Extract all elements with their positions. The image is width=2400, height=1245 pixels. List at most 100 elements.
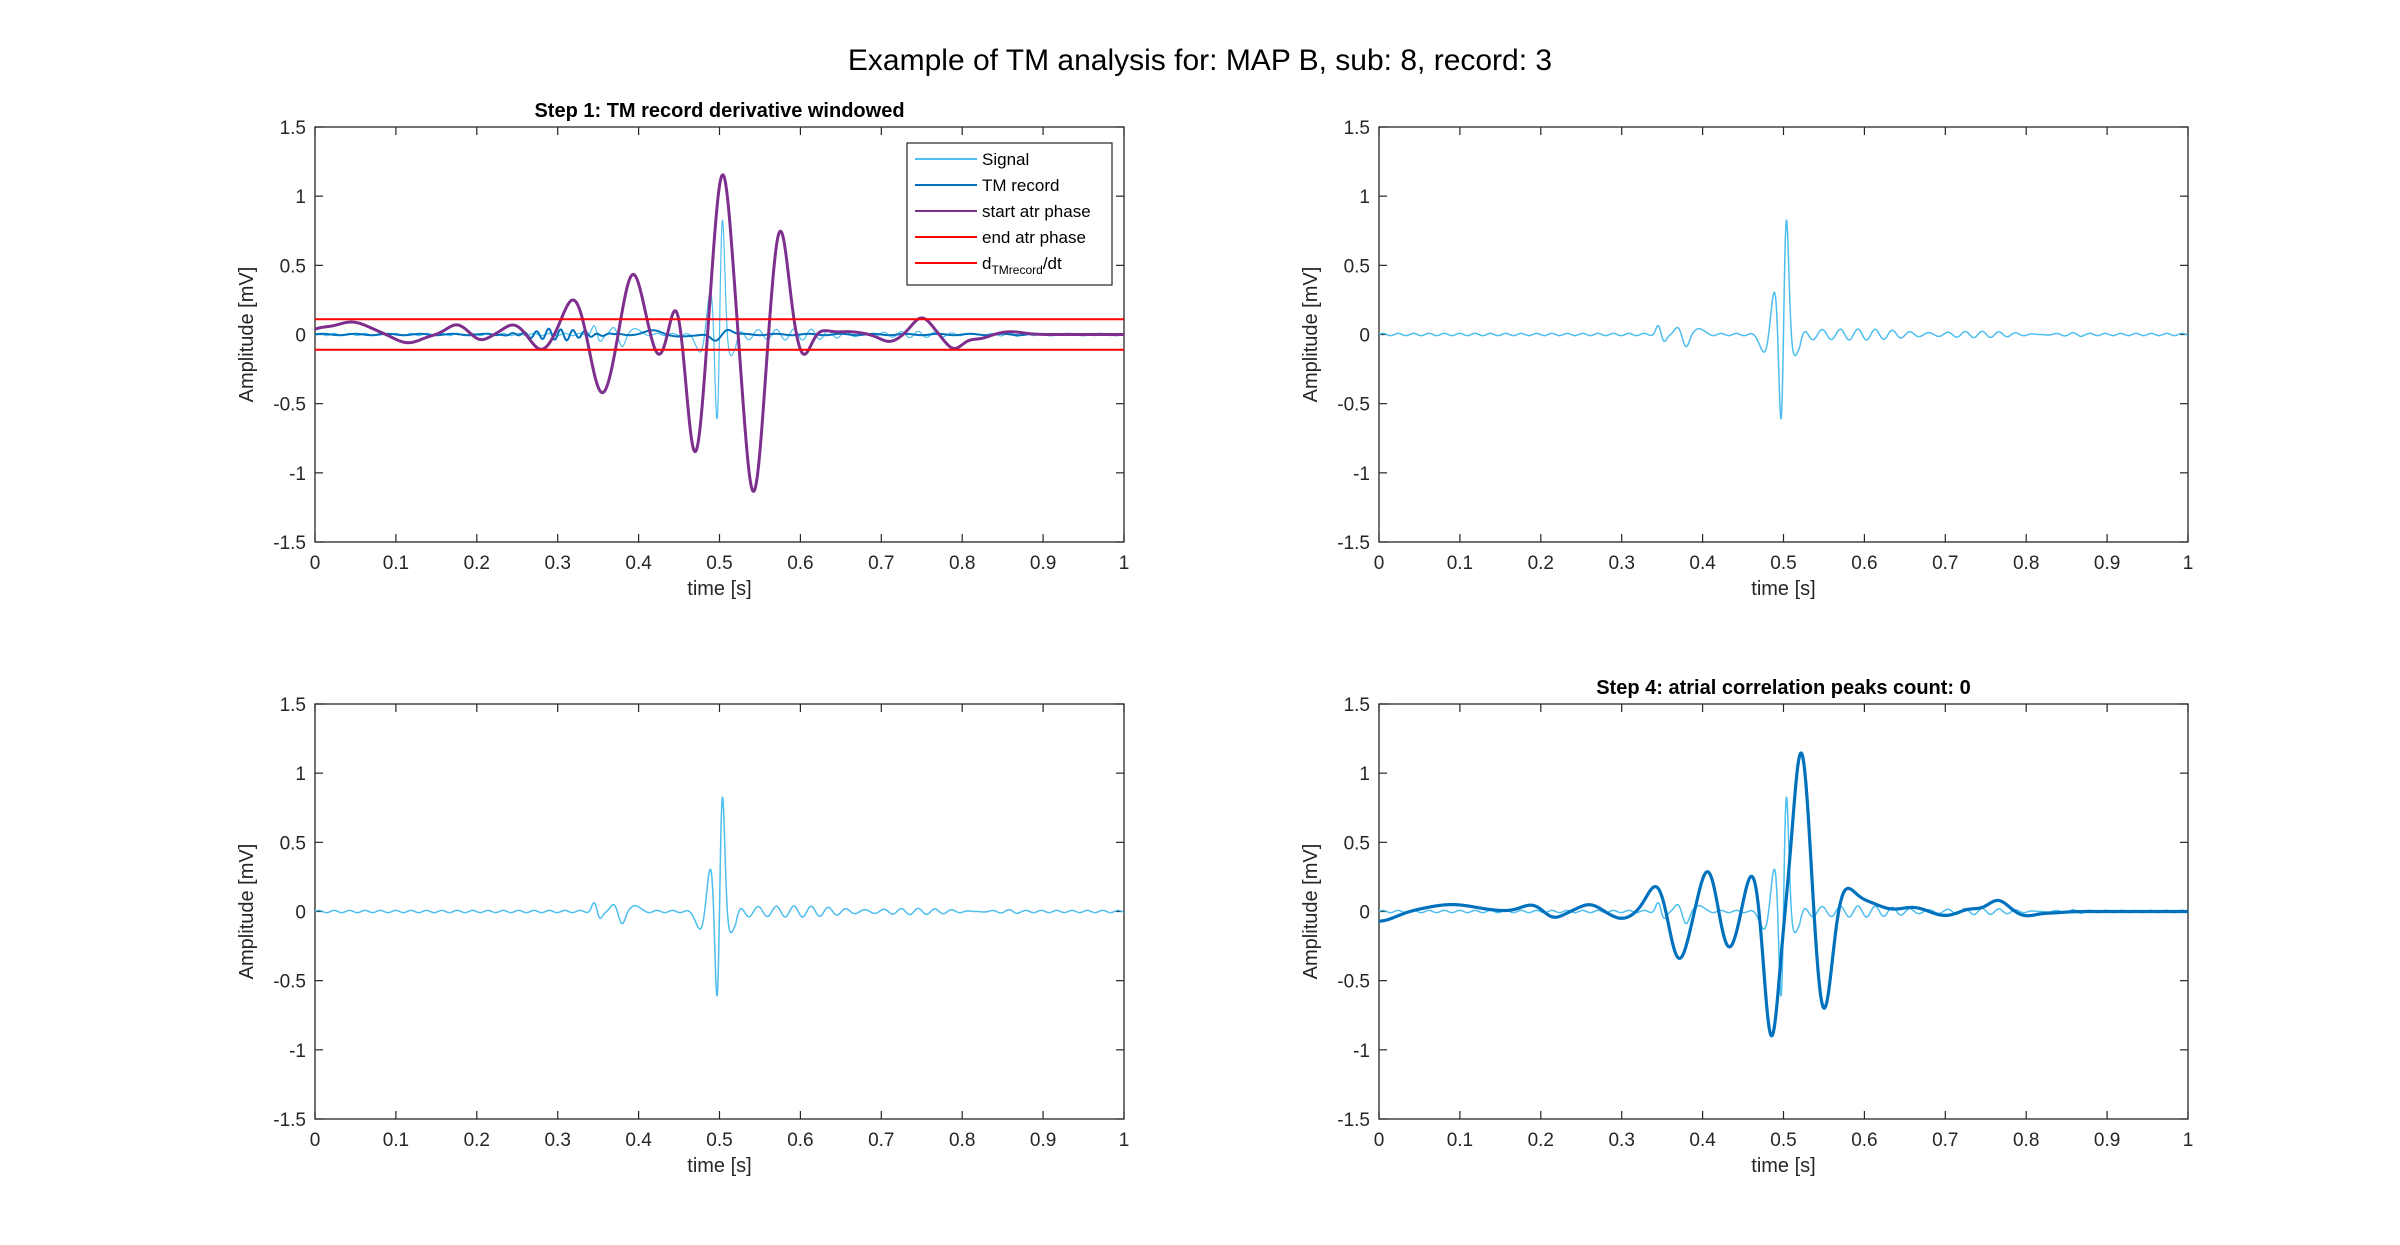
series-line-signal [315,796,1124,997]
y-tick-label: -0.5 [1337,972,1370,993]
y-tick-label: 1 [1359,187,1370,208]
x-tick-label: 0.4 [1689,553,1716,574]
y-tick-label: -1.5 [273,1110,306,1131]
x-tick-label: 1 [2183,553,2194,574]
x-tick-label: 0.4 [625,553,652,574]
x-tick-label: 0.8 [949,553,975,574]
x-tick-label: 0.9 [2094,1130,2120,1151]
x-tick-label: 0.6 [1851,553,1877,574]
series-line-signal [1379,219,2188,420]
y-axis-label: Amplitude [mV] [236,267,258,403]
x-tick-label: 0.5 [706,553,732,574]
x-tick-label: 0 [1374,1130,1385,1151]
series-line-tm [1379,751,2188,1038]
x-tick-label: 0.6 [787,553,813,574]
plot-area [1379,219,2188,420]
x-tick-label: 0.5 [1770,553,1796,574]
y-tick-label: -1.5 [273,533,306,554]
x-tick-label: 0.3 [1608,553,1634,574]
x-tick-label: 0.1 [383,553,409,574]
x-tick-label: 0.8 [2013,553,2039,574]
y-tick-label: 0 [295,326,306,347]
y-tick-label: 1 [1359,764,1370,785]
x-tick-label: 0.4 [1689,1130,1716,1151]
x-tick-label: 0 [310,1130,321,1151]
y-axis-label: Amplitude [mV] [236,844,258,980]
x-tick-label: 0.1 [1447,553,1473,574]
x-axis-label: time [s] [687,1155,751,1177]
x-tick-label: 1 [2183,1130,2194,1151]
legend-label: end atr phase [982,228,1086,247]
y-tick-label: -1 [1353,464,1370,485]
plot-area [315,796,1124,997]
x-tick-label: 1 [1119,1130,1130,1151]
panel-step4: 0 0.1 0.2 0.3 0.4 0.5 0.6 0.7 0.8 0.9 1 -1.5 -1 -0.5 0… [1300,677,2193,1177]
x-tick-label: 0.8 [949,1130,975,1151]
y-tick-label: 1.5 [280,118,306,139]
y-tick-label: 1.5 [1344,695,1370,716]
y-tick-label: 1 [295,187,306,208]
y-tick-label: -1.5 [1337,1110,1370,1131]
x-tick-label: 0.2 [1528,553,1554,574]
plot-area [1379,751,2188,1038]
plot-area [315,173,1124,493]
x-tick-label: 0.7 [868,1130,894,1151]
y-tick-label: -0.5 [273,972,306,993]
y-tick-label: 0.5 [1344,833,1370,854]
legend-label: dTMrecord/dt [982,254,1062,277]
y-tick-label: 0.5 [1344,256,1370,277]
y-axis-label: Amplitude [mV] [1300,267,1322,403]
y-tick-label: 0 [1359,326,1370,347]
y-tick-label: 1.5 [280,695,306,716]
y-tick-label: 0 [1359,903,1370,924]
x-axis-label: time [s] [1751,1155,1815,1177]
x-tick-label: 0.3 [544,1130,570,1151]
x-tick-label: 0.1 [1447,1130,1473,1151]
x-axis-label: time [s] [687,578,751,600]
x-axis-label: time [s] [1751,578,1815,600]
x-tick-label: 0.2 [464,553,490,574]
legend-label: start atr phase [982,202,1091,221]
x-tick-label: 0.9 [1030,553,1056,574]
x-tick-label: 0.2 [1528,1130,1554,1151]
y-tick-label: 0.5 [280,833,306,854]
y-tick-label: -1.5 [1337,533,1370,554]
x-tick-label: 0.4 [625,1130,652,1151]
figure-title: Example of TM analysis for: MAP B, sub: … [847,44,1553,77]
panel-step1: 0 0.1 0.2 0.3 0.4 0.5 0.6 0.7 0.8 0.9 1 -1.5 -1 -0.5 0… [236,100,1129,600]
x-tick-label: 0.7 [1932,1130,1958,1151]
x-tick-label: 0.7 [868,553,894,574]
x-tick-label: 0.3 [544,553,570,574]
y-tick-label: -1 [289,464,306,485]
series-line-signal [1379,796,2188,997]
panel-bottom-left: 0 0.1 0.2 0.3 0.4 0.5 0.6 0.7 0.8 0.9 1 -1.5 -1 -0.5 0… [236,695,1129,1177]
x-tick-label: 0 [1374,553,1385,574]
y-tick-label: 1 [295,764,306,785]
x-tick-label: 0.5 [706,1130,732,1151]
y-tick-label: 1.5 [1344,118,1370,139]
x-tick-label: 1 [1119,553,1130,574]
y-tick-label: 0.5 [280,256,306,277]
legend: Signal TM record start atr phase end atr ph… [906,142,1113,286]
x-tick-label: 0.9 [1030,1130,1056,1151]
x-tick-label: 0.6 [787,1130,813,1151]
x-tick-label: 0.1 [383,1130,409,1151]
x-tick-label: 0 [310,553,321,574]
y-tick-label: -1 [289,1041,306,1062]
x-tick-label: 0.2 [464,1130,490,1151]
panel-title: Step 4: atrial correlation peaks count: … [1596,677,1971,699]
x-tick-label: 0.6 [1851,1130,1877,1151]
y-tick-label: -1 [1353,1041,1370,1062]
series-line-start-atr-phase [315,173,1124,493]
y-tick-label: -0.5 [1337,395,1370,416]
legend-box [906,142,1113,286]
y-tick-label: 0 [295,903,306,924]
legend-label: Signal [982,150,1029,169]
x-tick-label: 0.7 [1932,553,1958,574]
panel-title: Step 1: TM record derivative windowed [534,100,904,122]
y-tick-label: -0.5 [273,395,306,416]
x-tick-label: 0.8 [2013,1130,2039,1151]
x-tick-label: 0.5 [1770,1130,1796,1151]
x-tick-label: 0.3 [1608,1130,1634,1151]
